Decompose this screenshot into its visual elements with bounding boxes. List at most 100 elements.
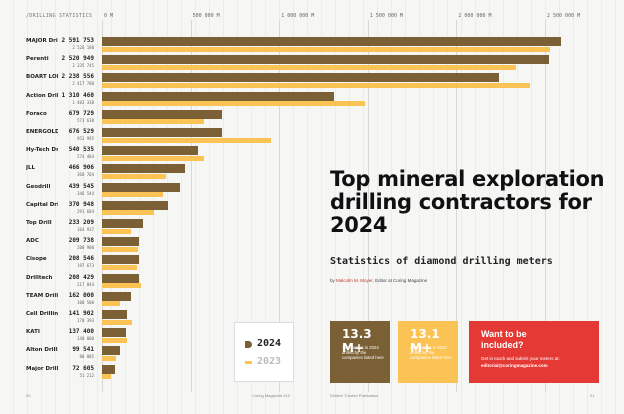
stat-card-2023: 13.1 M+ 130 meters in 2023 drilled by th… bbox=[398, 321, 458, 383]
author-name: Malcolm M. Moyer, bbox=[336, 278, 374, 283]
value-label-2023: 140 000 bbox=[77, 336, 94, 342]
company-logo: Geodrill bbox=[26, 183, 51, 190]
bar-2024 bbox=[102, 146, 198, 156]
company-logo: Perenti bbox=[26, 56, 49, 63]
value-label-2024: 208 546 bbox=[68, 255, 94, 263]
value-label-2024: 162 000 bbox=[68, 291, 94, 299]
bar-2023 bbox=[102, 374, 112, 380]
company-logo: MAJOR Drilling bbox=[26, 38, 58, 44]
value-label-2024: 209 738 bbox=[68, 237, 94, 245]
value-label-2023: 346 544 bbox=[77, 190, 94, 196]
page-subtitle: Statistics of diamond drilling meters bbox=[330, 256, 553, 267]
value-label-2023: 360 704 bbox=[77, 172, 94, 178]
value-label-2023: 2 417 780 bbox=[72, 81, 94, 87]
value-label-2023: 291 684 bbox=[77, 208, 94, 214]
bar-2024 bbox=[102, 219, 144, 228]
legend-swatch-2023 bbox=[245, 361, 252, 364]
value-label-2024: 99 541 bbox=[72, 346, 94, 354]
value-label-2024: 208 429 bbox=[68, 273, 94, 281]
legend-label-2023: 2023 bbox=[257, 356, 282, 367]
bar-2023 bbox=[102, 64, 516, 70]
value-label-2023: 2 335 745 bbox=[72, 63, 94, 69]
bar-2024 bbox=[102, 91, 335, 101]
value-label-2023: 164 937 bbox=[77, 227, 94, 232]
value-label-2023: 1 483 330 bbox=[72, 99, 94, 105]
bar-2023 bbox=[102, 264, 138, 270]
bar-2023 bbox=[102, 82, 531, 88]
footer-magazine: Coring Magazine #12 bbox=[252, 393, 291, 398]
page-title: Top mineral exploration drilling contrac… bbox=[330, 167, 605, 237]
bar-2023 bbox=[102, 173, 166, 179]
bar-2024 bbox=[102, 37, 562, 46]
bar-2023 bbox=[102, 337, 127, 343]
value-label-2023: 170 393 bbox=[77, 318, 94, 323]
bar-2024 bbox=[102, 109, 223, 119]
company-logo: Drilltech bbox=[26, 274, 53, 281]
company-logo: Capital Drilling bbox=[26, 201, 58, 208]
value-label-2024: 676 529 bbox=[68, 128, 94, 135]
footer-tagline: Drillers' Trusted Publication bbox=[330, 393, 379, 398]
stat-2024-value: 13.3 M+ bbox=[342, 327, 372, 355]
bar-2024 bbox=[102, 237, 140, 247]
bar-2024 bbox=[102, 364, 115, 374]
bar-2024 bbox=[102, 182, 180, 192]
company-logo: JLL bbox=[26, 165, 36, 172]
bar-2024 bbox=[102, 328, 127, 338]
stat-2023-caption: 130 meters in 2023 drilled by the compan… bbox=[410, 345, 452, 360]
value-label-2023: 217 844 bbox=[77, 281, 94, 287]
bar-2023 bbox=[102, 228, 132, 234]
promo-card[interactable]: Want to be included? Get in touch and su… bbox=[469, 321, 599, 383]
x-tick-label: 0 M bbox=[104, 13, 114, 19]
bar-2023 bbox=[102, 46, 550, 52]
company-logo: Cell Drilling bbox=[26, 311, 58, 317]
value-label-2023: 197 673 bbox=[77, 263, 94, 269]
value-label-2024: 233 209 bbox=[68, 219, 94, 226]
byline-prefix: by bbox=[330, 278, 335, 283]
value-label-2024: 137 400 bbox=[68, 328, 94, 336]
section-label: /DRILLING STATISTICS bbox=[26, 13, 93, 19]
gridline bbox=[367, 20, 369, 392]
x-tick-label: 1 500 000 M bbox=[369, 13, 403, 19]
gridline bbox=[279, 20, 281, 392]
x-tick-label: 2 500 000 M bbox=[547, 13, 581, 19]
promo-email[interactable]: editorial@coringmagazine.com bbox=[481, 363, 548, 368]
bar-2023 bbox=[102, 119, 204, 125]
company-logo: Alton Drilling bbox=[26, 347, 58, 354]
x-tick-label: 1 000 000 M bbox=[281, 13, 315, 19]
bar-2024 bbox=[102, 55, 549, 65]
company-logo: Cisope bbox=[26, 256, 47, 263]
value-label-2024: 2 520 949 bbox=[61, 55, 94, 63]
value-label-2023: 574 484 bbox=[77, 154, 94, 160]
x-tick-label: 2 000 000 M bbox=[458, 13, 492, 19]
byline-suffix: Editor at Coring Magazine bbox=[375, 278, 428, 283]
gridline bbox=[456, 20, 458, 392]
promo-heading: Want to be included? bbox=[481, 329, 527, 350]
bar-2023 bbox=[102, 192, 164, 198]
bar-2023 bbox=[102, 155, 204, 161]
value-label-2023: 100 500 bbox=[77, 299, 94, 305]
bar-2024 bbox=[102, 128, 222, 137]
value-label-2024: 679 729 bbox=[68, 109, 94, 117]
page-number-right: 21 bbox=[590, 393, 595, 398]
company-logo: TEAM Drilling bbox=[26, 292, 58, 299]
value-label-2024: 141 902 bbox=[68, 310, 94, 317]
chart-legend: 2024 2023 bbox=[234, 322, 294, 382]
value-label-2024: 439 545 bbox=[68, 182, 94, 190]
value-label-2023: 952 995 bbox=[77, 136, 94, 141]
value-label-2024: 1 310 460 bbox=[61, 91, 94, 99]
company-logo: BOART LONGYEAR bbox=[26, 74, 58, 81]
company-logo: ADC bbox=[26, 238, 39, 245]
legend-label-2024: 2024 bbox=[257, 338, 282, 349]
company-logo: ENERGOLD bbox=[26, 129, 58, 135]
bar-2023 bbox=[102, 283, 141, 289]
company-logo: Hy-Tech Drilling bbox=[26, 147, 58, 154]
value-label-2023: 200 900 bbox=[77, 245, 94, 251]
bar-2024 bbox=[102, 273, 139, 283]
bar-2024 bbox=[102, 310, 128, 319]
bar-2024 bbox=[102, 73, 499, 83]
x-tick-label: 500 000 M bbox=[192, 13, 220, 19]
bar-2024 bbox=[102, 291, 131, 301]
value-label-2023: 80 085 bbox=[79, 354, 94, 360]
company-logo: Top Drill bbox=[26, 220, 52, 226]
